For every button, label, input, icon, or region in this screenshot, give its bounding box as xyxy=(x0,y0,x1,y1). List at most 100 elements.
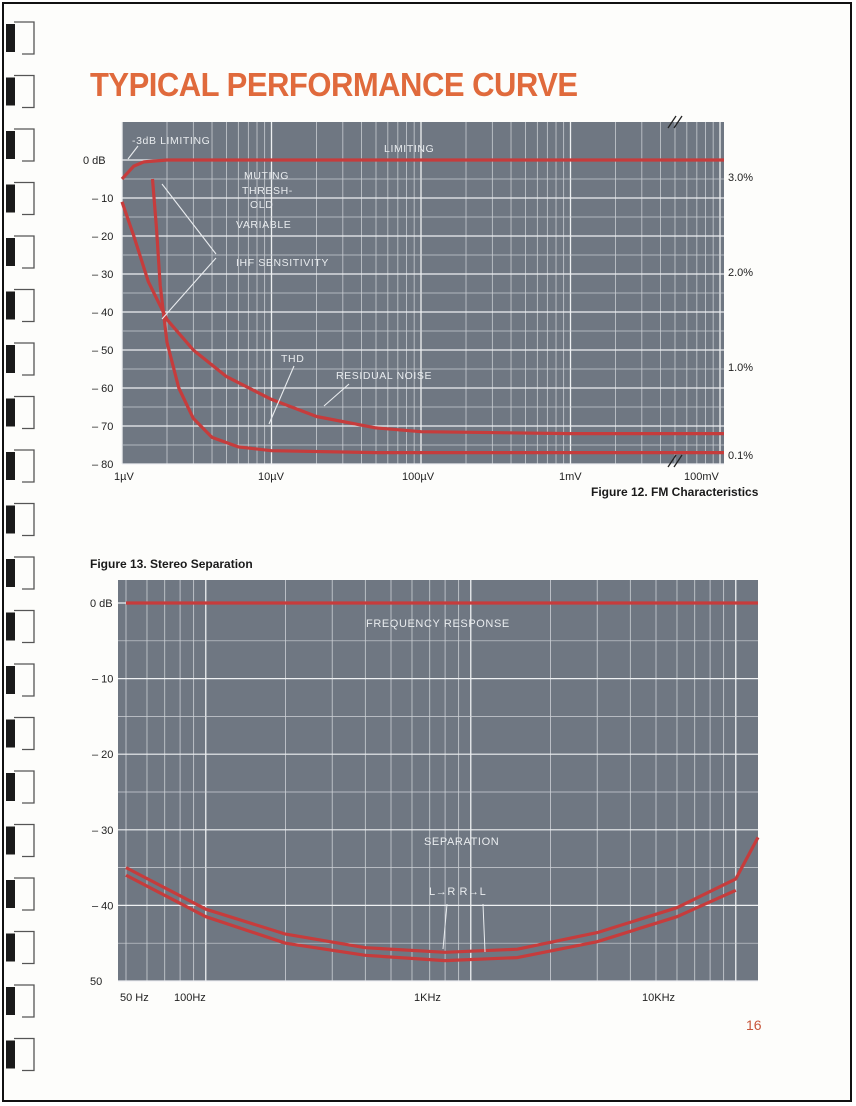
binding-coil xyxy=(6,291,15,320)
binding-coil xyxy=(6,719,15,748)
fm-chart-group: -3dB LIMITING LIMITING MUTING THRESH- OLD VAR… xyxy=(83,115,753,483)
binding-coil xyxy=(6,880,15,908)
separation-curve-l-r xyxy=(125,836,760,954)
stereo-y-tick-label: 50 xyxy=(90,976,102,988)
fm-y-tick-label: – 40 xyxy=(92,307,113,319)
fm-y2-tick-label: 2.0% xyxy=(728,267,753,279)
binding-coil-wire xyxy=(14,663,35,697)
annotation-thd: THD xyxy=(281,353,304,365)
stereo-x-tick-label: 50 Hz xyxy=(120,992,149,1004)
binding-coil-wire xyxy=(14,395,35,430)
limiting-curve xyxy=(120,158,724,181)
fm-x-tick-label: 100mV xyxy=(684,471,720,483)
page-number: 16 xyxy=(746,1017,762,1033)
binding-coil xyxy=(6,238,15,266)
annotation-leader xyxy=(442,903,448,950)
annotation-l-r-r-l: L→R R→L xyxy=(429,886,486,898)
annotation-muting-threshold: THRESH- xyxy=(242,185,293,197)
binding-coil-wire xyxy=(14,716,35,751)
thd-curve xyxy=(150,178,724,455)
binding-coil xyxy=(6,773,15,801)
axis-break-mark xyxy=(667,115,677,129)
binding-coil xyxy=(6,398,15,427)
annotation-leader xyxy=(161,257,217,320)
binding-coil-wire xyxy=(14,609,35,644)
fm-x-tick-label: 100µV xyxy=(402,471,435,483)
stereo-y-tick-label: – 40 xyxy=(92,900,113,912)
fm-y-tick-label: – 70 xyxy=(92,421,113,433)
annotation-leader xyxy=(127,145,139,160)
binding-coil-wire xyxy=(14,342,35,376)
stereo-y-tick-label: – 30 xyxy=(92,825,113,837)
binding-coil xyxy=(6,666,15,694)
spiral-binding xyxy=(6,21,35,1072)
page-title: TYPICAL PERFORMANCE CURVE xyxy=(90,66,578,104)
binding-coil-wire xyxy=(14,181,35,216)
stereo-x-tick-label: 100Hz xyxy=(174,992,206,1004)
binding-coil-wire xyxy=(14,877,35,911)
figure-13-caption: Figure 13. Stereo Separation xyxy=(90,557,253,571)
fm-y-tick-label: – 10 xyxy=(92,193,113,205)
annotation-leader xyxy=(323,383,350,407)
fm-y2-tick-label: 1.0% xyxy=(728,362,753,374)
fm-y-tick-label: – 80 xyxy=(92,459,113,471)
binding-coil xyxy=(6,826,15,855)
binding-coil xyxy=(6,452,15,480)
annotation-limiting: LIMITING xyxy=(384,143,434,155)
annotation-residual-noise: RESIDUAL NOISE xyxy=(336,370,432,382)
annotation-leader xyxy=(482,903,486,953)
binding-coil-wire xyxy=(14,502,35,537)
annotation-muting-threshold: OLD xyxy=(250,199,273,211)
stereo-x-tick-label: 1KHz xyxy=(414,992,441,1004)
fm-y-tick-label: 0 dB xyxy=(83,155,106,167)
annotation-separation: SEPARATION xyxy=(424,836,499,848)
axis-break-mark xyxy=(667,454,677,468)
binding-coil-wire xyxy=(14,930,35,965)
binding-coil xyxy=(6,987,15,1015)
separation-curve-r-l xyxy=(125,873,737,963)
stereo-x-tick-label: 10KHz xyxy=(642,992,675,1004)
fm-x-tick-label: 1mV xyxy=(559,471,582,483)
binding-coil xyxy=(6,612,15,641)
fm-y-tick-label: – 20 xyxy=(92,231,113,243)
annotation-muting-threshold: MUTING xyxy=(244,170,289,182)
binding-coil xyxy=(6,559,15,587)
binding-coil-wire xyxy=(14,823,35,858)
fm-x-tick-label: 1µV xyxy=(114,471,134,483)
binding-coil xyxy=(6,345,15,373)
residual-noise-curve xyxy=(120,201,724,436)
binding-coil xyxy=(6,1040,15,1069)
fm-y-tick-label: – 50 xyxy=(92,345,113,357)
binding-coil-wire xyxy=(14,770,35,804)
annotation-frequency-response: FREQUENCY RESPONSE xyxy=(366,618,510,630)
binding-coil-wire xyxy=(14,74,35,109)
binding-coil-wire xyxy=(14,128,35,162)
fm-y-tick-label: – 30 xyxy=(92,269,113,281)
fm-y-tick-label: – 60 xyxy=(92,383,113,395)
fm-y2-tick-label: 0.1% xyxy=(728,450,753,462)
binding-coil xyxy=(6,184,15,213)
annotation-ihf-sensitivity: IHF SENSITIVITY xyxy=(236,257,329,269)
binding-coil-wire xyxy=(14,556,35,590)
annotation-variable: VARIABLE xyxy=(236,219,291,231)
axis-break-mark xyxy=(673,454,683,468)
binding-coil-wire xyxy=(14,449,35,483)
stereo-y-tick-label: – 20 xyxy=(92,749,113,761)
binding-coil xyxy=(6,24,15,52)
binding-coil-wire xyxy=(14,984,35,1018)
fm-characteristics-chart: -3dB LIMITING LIMITING MUTING THRESH- OLD VAR… xyxy=(83,115,760,1004)
binding-coil xyxy=(6,77,15,106)
figure-12-caption: Figure 12. FM Characteristics xyxy=(591,485,759,499)
fm-x-tick-label: 10µV xyxy=(258,471,285,483)
fm-y2-tick-label: 3.0% xyxy=(728,172,753,184)
annotation-3db-limiting: -3dB LIMITING xyxy=(132,135,210,147)
binding-coil xyxy=(6,933,15,962)
annotation-leader xyxy=(161,183,217,255)
annotation-leader xyxy=(268,365,295,425)
binding-coil-wire xyxy=(14,21,35,55)
stereo-chart-group: FREQUENCY RESPONSE SEPARATION L→R R→L 0 dB –… xyxy=(90,580,760,1004)
axis-break-mark xyxy=(673,115,683,129)
binding-coil-wire xyxy=(14,1037,35,1072)
stereo-y-tick-label: 0 dB xyxy=(90,598,113,610)
